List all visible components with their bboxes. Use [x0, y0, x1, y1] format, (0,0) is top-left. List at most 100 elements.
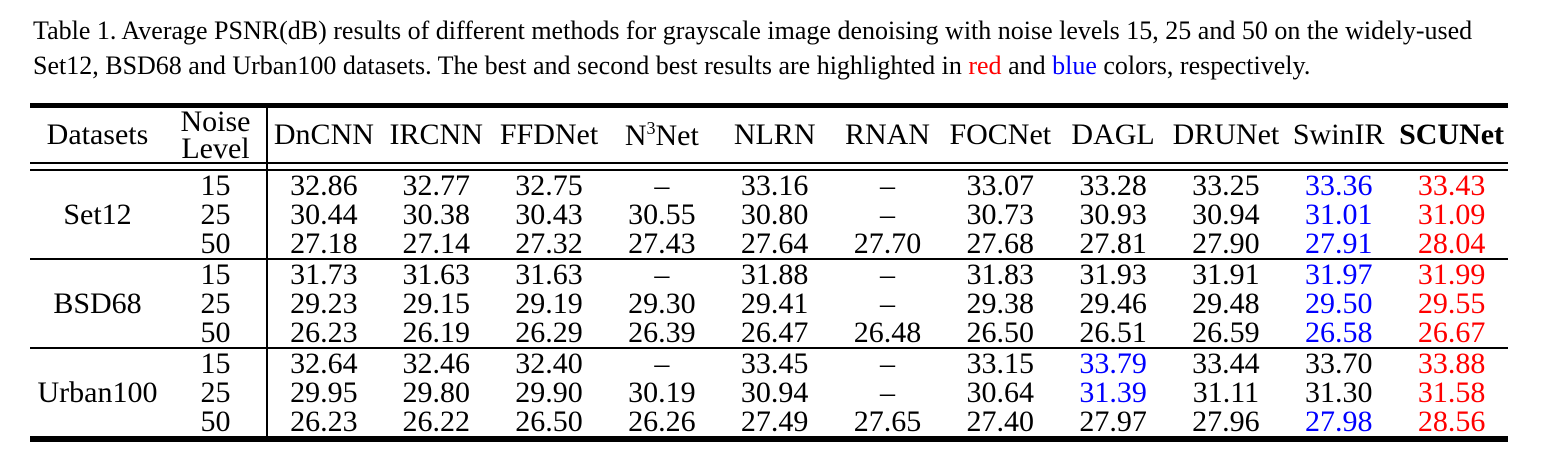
- psnr-cell-ircnn: 26.22: [402, 407, 470, 438]
- psnr-cell-dagl: 30.93: [1079, 200, 1147, 229]
- caption-line-2: Set12, BSD68 and Urban100 datasets. The …: [33, 48, 1549, 83]
- column-header-ircnn: IRCNN: [389, 118, 483, 151]
- noise-level-cell: 25: [200, 200, 231, 229]
- table-row: 25 30.44 30.38 30.43 30.55 30.80 – 30.73 30.93 30…: [30, 200, 1508, 229]
- psnr-cell-n3net: 26.39: [628, 318, 696, 348]
- dataset-label-set12: Set12: [63, 198, 132, 231]
- psnr-cell-n3net: –: [654, 348, 670, 379]
- psnr-cell-ircnn: 30.38: [402, 200, 470, 229]
- column-header-drunet: DRUNet: [1172, 118, 1280, 151]
- table-row: 50 26.23 26.19 26.29 26.39 26.47 26.48 26.50 26.…: [30, 318, 1508, 348]
- psnr-cell-ircnn: 31.63: [402, 259, 470, 290]
- psnr-cell-n3net: 29.30: [628, 289, 696, 318]
- psnr-cell-drunet: 30.94: [1192, 200, 1260, 229]
- psnr-cell-dncnn: 32.64: [266, 348, 380, 378]
- psnr-cell-nlrn: 26.47: [740, 318, 809, 348]
- psnr-cell-rnan: –: [879, 289, 895, 318]
- header-separator-row: [30, 163, 1508, 170]
- dataset-label-urban100: Urban100: [37, 376, 158, 409]
- psnr-cell-dagl: 26.51: [1079, 318, 1147, 348]
- psnr-cell-focnet: 27.68: [966, 229, 1035, 259]
- psnr-cell-ffdnet: 27.32: [515, 229, 583, 259]
- table-header: Datasets Noise Level DnCNN IRCNN FFDNet N3N…: [30, 105, 1508, 170]
- psnr-cell-swinir: 29.50: [1304, 289, 1373, 318]
- psnr-cell-ffdnet: 31.63: [515, 259, 583, 290]
- psnr-cell-ircnn: 26.19: [402, 318, 470, 348]
- psnr-cell-focnet: 27.40: [966, 407, 1035, 438]
- table-row: Urban100 15 32.64 32.46 32.40 – 33.45 – 33.15 33.…: [30, 348, 1508, 408]
- psnr-cell-n3net: –: [654, 259, 670, 290]
- psnr-cell-dagl: 27.81: [1079, 229, 1147, 259]
- psnr-cell-ffdnet: 32.75: [515, 170, 583, 201]
- psnr-cell-scunet: 29.55: [1417, 289, 1486, 318]
- psnr-cell-nlrn: 29.41: [740, 289, 809, 318]
- psnr-cell-nlrn: 30.94: [740, 378, 809, 407]
- psnr-cell-rnan: –: [879, 378, 895, 407]
- psnr-cell-drunet: 33.44: [1192, 348, 1260, 379]
- psnr-cell-focnet: 31.83: [966, 259, 1035, 290]
- psnr-cell-n3net: –: [654, 170, 670, 201]
- psnr-cell-rnan: 26.48: [853, 318, 922, 348]
- psnr-cell-drunet: 31.91: [1192, 259, 1260, 290]
- psnr-cell-nlrn: 31.88: [740, 259, 809, 290]
- psnr-cell-focnet: 29.38: [966, 289, 1035, 318]
- psnr-cell-scunet: 31.58: [1417, 378, 1486, 407]
- column-header-swinir: SwinIR: [1292, 118, 1385, 151]
- table-body: Set12 15 32.86 32.77 32.75–33.16–33.07 33.28 3…: [30, 170, 1508, 439]
- psnr-cell-swinir: 26.58: [1304, 318, 1373, 348]
- psnr-cell-ircnn: 29.15: [402, 289, 470, 318]
- psnr-cell-ircnn: 29.80: [402, 378, 470, 407]
- psnr-cell-rnan: –: [879, 200, 895, 229]
- header-separator-right: [266, 163, 1508, 170]
- caption-text: and: [1001, 51, 1053, 80]
- psnr-cell-focnet: 33.07: [966, 170, 1035, 201]
- psnr-cell-swinir: 33.36: [1304, 170, 1373, 201]
- header-separator-left: [30, 163, 267, 170]
- noise-level-cell: 25: [200, 289, 231, 318]
- psnr-cell-focnet: 26.50: [966, 318, 1035, 348]
- caption-line-1: Table 1. Average PSNR(dB) results of dif…: [33, 16, 1473, 45]
- results-table: Datasets Noise Level DnCNN IRCNN FFDNet N3N…: [30, 103, 1508, 442]
- noise-header-line-1: Noise: [180, 105, 251, 138]
- psnr-cell-dncnn: 27.18: [266, 229, 380, 259]
- psnr-cell-rnan: 27.70: [853, 229, 922, 259]
- psnr-cell-focnet: 33.15: [966, 348, 1035, 379]
- caption-text: Set12, BSD68 and Urban100 datasets. The …: [33, 51, 969, 80]
- psnr-cell-dncnn: 32.86: [266, 170, 380, 200]
- column-header-focnet: FOCNet: [949, 118, 1052, 151]
- psnr-cell-dncnn: 29.23: [266, 289, 380, 318]
- caption-color-word: blue: [1052, 51, 1097, 80]
- column-header-dncnn: DnCNN: [266, 105, 380, 163]
- psnr-cell-scunet: 33.43: [1417, 170, 1486, 201]
- psnr-cell-dagl: 33.79: [1079, 348, 1147, 379]
- psnr-cell-scunet: 31.09: [1417, 200, 1486, 229]
- psnr-cell-scunet: 28.56: [1417, 407, 1486, 438]
- caption-text: colors, respectively.: [1096, 51, 1311, 80]
- column-header-noise-level: Noise Level: [165, 106, 267, 164]
- psnr-cell-scunet: 26.67: [1417, 318, 1486, 348]
- noise-header-line-2: Level: [181, 132, 250, 164]
- column-header-dagl: DAGL: [1071, 118, 1155, 151]
- psnr-cell-rnan: –: [879, 348, 895, 379]
- noise-level-cell: 25: [200, 378, 231, 407]
- psnr-cell-rnan: –: [879, 170, 895, 201]
- psnr-cell-rnan: 27.65: [853, 407, 922, 438]
- psnr-cell-ffdnet: 32.40: [515, 348, 583, 379]
- psnr-cell-dncnn: 26.23: [266, 407, 380, 439]
- psnr-cell-ircnn: 32.46: [402, 348, 470, 379]
- column-header-datasets: Datasets: [46, 118, 149, 151]
- dataset-label-bsd68: BSD68: [53, 287, 142, 320]
- table-header-row: Datasets Noise Level DnCNN IRCNN FFDNet N3N…: [30, 105, 1508, 164]
- table-row: Set12 15 32.86 32.77 32.75–33.16–33.07 33.28 3…: [30, 170, 1508, 230]
- psnr-cell-ffdnet: 26.50: [515, 407, 583, 438]
- noise-level-cell: 15: [200, 170, 231, 201]
- psnr-cell-dncnn: 29.95: [266, 378, 380, 407]
- psnr-cell-nlrn: 27.64: [740, 229, 809, 259]
- psnr-cell-focnet: 30.64: [966, 378, 1035, 407]
- psnr-cell-scunet: 31.99: [1417, 259, 1486, 290]
- psnr-cell-scunet: 33.88: [1417, 348, 1486, 379]
- column-header-ffdnet: FFDNet: [499, 118, 599, 151]
- superscript: 3: [646, 117, 656, 138]
- psnr-cell-dncnn: 31.73: [266, 259, 380, 289]
- psnr-cell-nlrn: 27.49: [740, 407, 809, 438]
